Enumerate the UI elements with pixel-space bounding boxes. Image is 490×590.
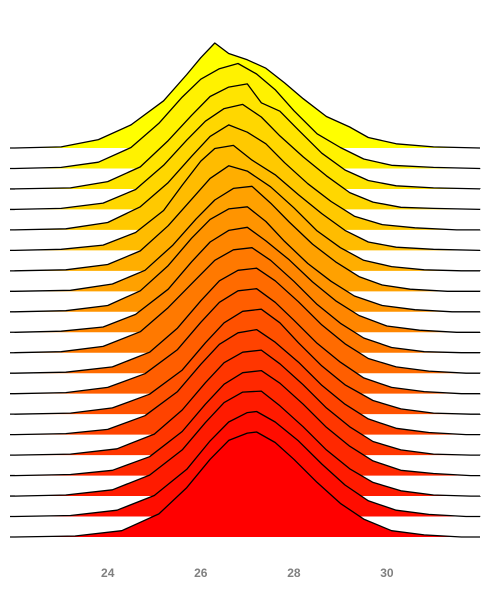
ridge-outline-3 bbox=[10, 83, 481, 190]
ridge-outline-16 bbox=[10, 349, 481, 456]
ridge-outline-17 bbox=[10, 369, 481, 477]
ridge-outline-7 bbox=[10, 165, 481, 272]
ridge-outline-10 bbox=[10, 226, 481, 333]
ridge-outline-4 bbox=[10, 103, 481, 211]
x-tick-label: 26 bbox=[194, 566, 208, 580]
ridge-area-20 bbox=[10, 432, 480, 537]
ridge-series-group bbox=[10, 42, 481, 538]
ridge-outline-5 bbox=[10, 124, 481, 231]
ridge-outline-19 bbox=[10, 410, 481, 518]
ridge-outline-12 bbox=[10, 267, 481, 374]
ridge-outline-13 bbox=[10, 288, 481, 395]
ridge-outline-14 bbox=[10, 308, 481, 415]
ridge-outline-2 bbox=[10, 62, 481, 170]
x-axis: 24 26 28 30 bbox=[101, 566, 394, 580]
ridge-outline-11 bbox=[10, 247, 481, 354]
ridge-outline-18 bbox=[10, 390, 481, 497]
ridge-outline-20 bbox=[10, 431, 480, 538]
x-tick-label: 28 bbox=[287, 566, 301, 580]
ridge-outline-9 bbox=[10, 206, 481, 313]
x-tick-label: 24 bbox=[101, 566, 115, 580]
ridge-outline-8 bbox=[10, 185, 481, 292]
x-tick-label: 30 bbox=[380, 566, 394, 580]
ridge-outline-6 bbox=[10, 144, 481, 252]
ridge-outline-1 bbox=[10, 42, 481, 149]
ridge-outline-15 bbox=[10, 328, 481, 436]
